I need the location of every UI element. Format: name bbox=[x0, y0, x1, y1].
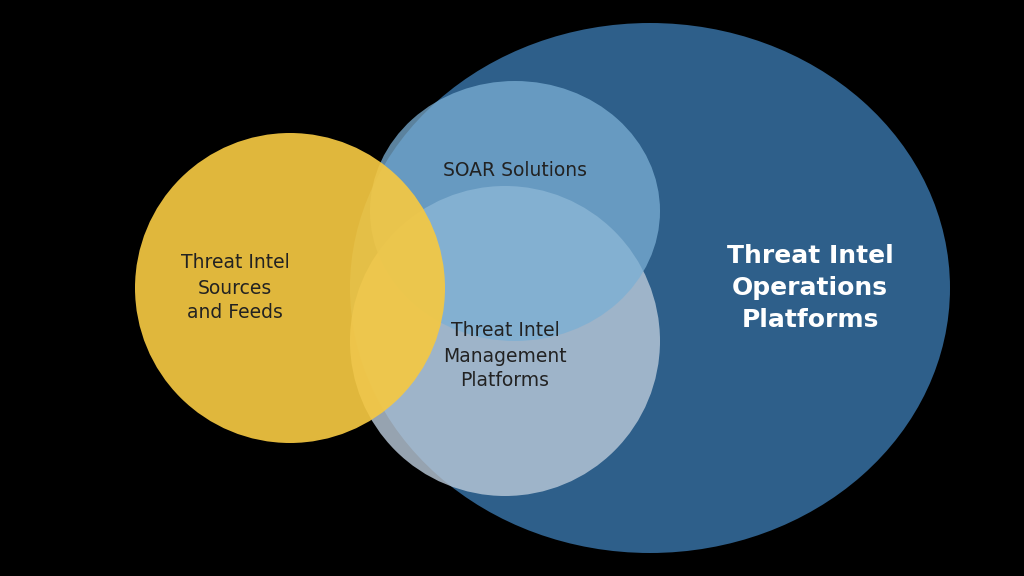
Text: Threat Intel
Management
Platforms: Threat Intel Management Platforms bbox=[443, 321, 567, 391]
Ellipse shape bbox=[370, 81, 660, 341]
Text: Threat Intel
Sources
and Feeds: Threat Intel Sources and Feeds bbox=[180, 253, 290, 323]
Ellipse shape bbox=[135, 133, 445, 443]
Text: SOAR Solutions: SOAR Solutions bbox=[443, 161, 587, 180]
Text: Threat Intel
Operations
Platforms: Threat Intel Operations Platforms bbox=[727, 244, 893, 332]
Ellipse shape bbox=[350, 23, 950, 553]
Ellipse shape bbox=[350, 186, 660, 496]
